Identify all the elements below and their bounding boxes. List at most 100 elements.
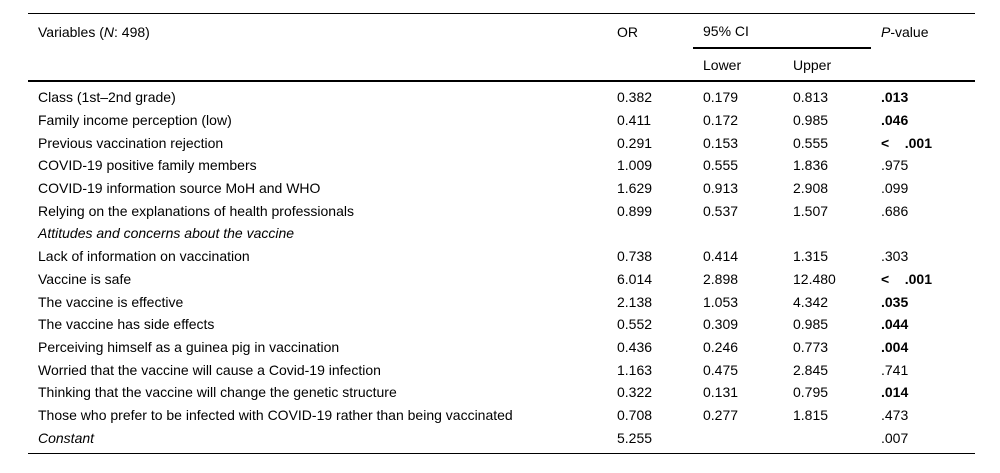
table-header-row-1: Variables (N: 498) OR 95% CI P -value: [28, 14, 975, 49]
row-ci-upper: 2.845: [793, 361, 829, 378]
row-pvalue: .046: [881, 112, 909, 129]
row-pvalue: < .001: [881, 134, 932, 151]
table-row: Perceiving himself as a guinea pig in va…: [28, 336, 975, 359]
row-or: 1.629: [617, 180, 653, 197]
row-label: Constant: [38, 429, 95, 446]
row-ci-upper: 0.773: [793, 338, 829, 355]
row-ci-upper: 2.908: [793, 180, 829, 197]
row-ci-upper: 0.555: [793, 134, 829, 151]
table-row: The vaccine is effective 2.138 1.053 4.342.…: [28, 290, 975, 313]
row-label: Attitudes and concerns about the vaccine: [38, 225, 295, 242]
row-or: 0.899: [617, 202, 653, 219]
row-label: Vaccine is safe: [38, 270, 132, 287]
row-or: 0.552: [617, 316, 653, 333]
header-variables-n: N: [103, 23, 115, 40]
table-row: Vaccine is safe 6.014 2.898 12.480 < .001: [28, 268, 975, 291]
header-ci-lower: Lower: [703, 56, 742, 73]
row-or: 2.138: [617, 293, 653, 310]
row-or: 0.382: [617, 89, 653, 106]
row-or: 1.009: [617, 157, 653, 174]
row-ci-lower: [693, 222, 783, 245]
header-p-italic: P: [881, 23, 891, 40]
header-p-suffix: -value: [890, 23, 929, 40]
table-row: COVID-19 positive family members 1.009 0.5…: [28, 154, 975, 177]
header-variables-prefix: Variables (: [38, 23, 104, 40]
row-ci-upper: 0.795: [793, 384, 829, 401]
table-row: Thinking that the vaccine will change th…: [28, 381, 975, 404]
table-row: Constant 5.255 .007: [28, 426, 975, 449]
row-label: Those who prefer to be infected with COV…: [38, 406, 513, 423]
row-or: 0.436: [617, 338, 653, 355]
header-spacer-or: [607, 49, 693, 80]
row-or: 0.738: [617, 248, 653, 265]
table-row: Class (1st–2nd grade) 0.382 0.179 0.813 .013: [28, 86, 975, 109]
header-ci-upper: Upper: [793, 56, 832, 73]
row-pvalue: .473: [881, 406, 909, 423]
row-label: Lack of information on vaccination: [38, 248, 250, 265]
header-variables: Variables (N: 498): [28, 14, 607, 49]
row-label: Family income perception (low): [38, 112, 232, 129]
row-pvalue: .004: [881, 338, 909, 355]
row-ci-upper: 0.985: [793, 112, 829, 129]
row-ci-upper: [783, 222, 871, 245]
row-ci-lower: 0.555: [703, 157, 739, 174]
row-pvalue: .099: [881, 180, 909, 197]
table-row: Lack of information on vaccination 0.738 0…: [28, 245, 975, 268]
row-pvalue: .007: [881, 429, 909, 446]
row-label: Previous vaccination rejection: [38, 134, 224, 151]
row-ci-lower: 0.414: [703, 248, 739, 265]
row-or: 0.708: [617, 406, 653, 423]
row-or: 0.411: [617, 112, 651, 129]
row-or: 0.291: [617, 134, 653, 151]
row-ci-lower: 0.913: [703, 180, 739, 197]
row-ci-lower: 0.179: [703, 89, 739, 106]
row-ci-upper: 1.836: [793, 157, 829, 174]
row-ci-upper: [783, 426, 871, 449]
table-row: Those who prefer to be infected with COV…: [28, 404, 975, 427]
table-row: Family income perception (low) 0.411 0.172…: [28, 109, 975, 132]
row-ci-lower: 0.475: [703, 361, 739, 378]
header-or: OR: [617, 23, 638, 40]
row-or: 0.322: [617, 384, 653, 401]
table-row: Relying on the explanations of health pr…: [28, 199, 975, 222]
row-or: [607, 222, 693, 245]
header-spacer-pvalue: [871, 49, 975, 80]
header-variables-suffix: : 498): [114, 23, 150, 40]
row-pvalue: .303: [881, 248, 909, 265]
table-row: Previous vaccination rejection 0.291 0.153…: [28, 131, 975, 154]
header-spacer-variables: [28, 49, 607, 80]
table-header-row-2: Lower Upper: [28, 49, 975, 80]
row-or: 5.255: [617, 429, 653, 446]
table-body: Class (1st–2nd grade) 0.382 0.179 0.813 .013…: [28, 80, 975, 454]
table-row: Worried that the vaccine will cause a Co…: [28, 358, 975, 381]
row-pvalue: .014: [881, 384, 909, 401]
row-ci-lower: 0.309: [703, 316, 739, 333]
regression-results-table: Variables (N: 498) OR 95% CI P -value Low…: [28, 13, 975, 454]
row-label: COVID-19 positive family members: [38, 157, 257, 174]
row-label: Class (1st–2nd grade): [38, 89, 176, 106]
row-ci-lower: 0.172: [703, 112, 739, 129]
row-ci-upper: 4.342: [793, 293, 829, 310]
row-or: 6.014: [617, 270, 653, 287]
row-pvalue: < .001: [881, 270, 932, 287]
table-row: Attitudes and concerns about the vaccine: [28, 222, 975, 245]
row-ci-upper: 1.507: [793, 202, 829, 219]
row-ci-lower: 0.537: [703, 202, 739, 219]
row-pvalue: .013: [881, 89, 909, 106]
row-ci-lower: [693, 426, 783, 449]
row-ci-upper: 0.985: [793, 316, 829, 333]
row-label: The vaccine is effective: [38, 293, 184, 310]
row-label: Relying on the explanations of health pr…: [38, 202, 354, 219]
row-label: Perceiving himself as a guinea pig in va…: [38, 338, 340, 355]
row-pvalue: .975: [881, 157, 909, 174]
row-ci-upper: 1.815: [793, 406, 829, 423]
row-label: The vaccine has side effects: [38, 316, 215, 333]
row-label: COVID-19 information source MoH and WHO: [38, 180, 321, 197]
row-ci-lower: 0.153: [703, 134, 739, 151]
table-row: COVID-19 information source MoH and WHO 1…: [28, 177, 975, 200]
row-ci-upper: 0.813: [793, 89, 829, 106]
row-or: 1.163: [617, 361, 653, 378]
row-pvalue: .044: [881, 316, 909, 333]
row-pvalue: .686: [881, 202, 909, 219]
row-pvalue: .741: [881, 361, 909, 378]
